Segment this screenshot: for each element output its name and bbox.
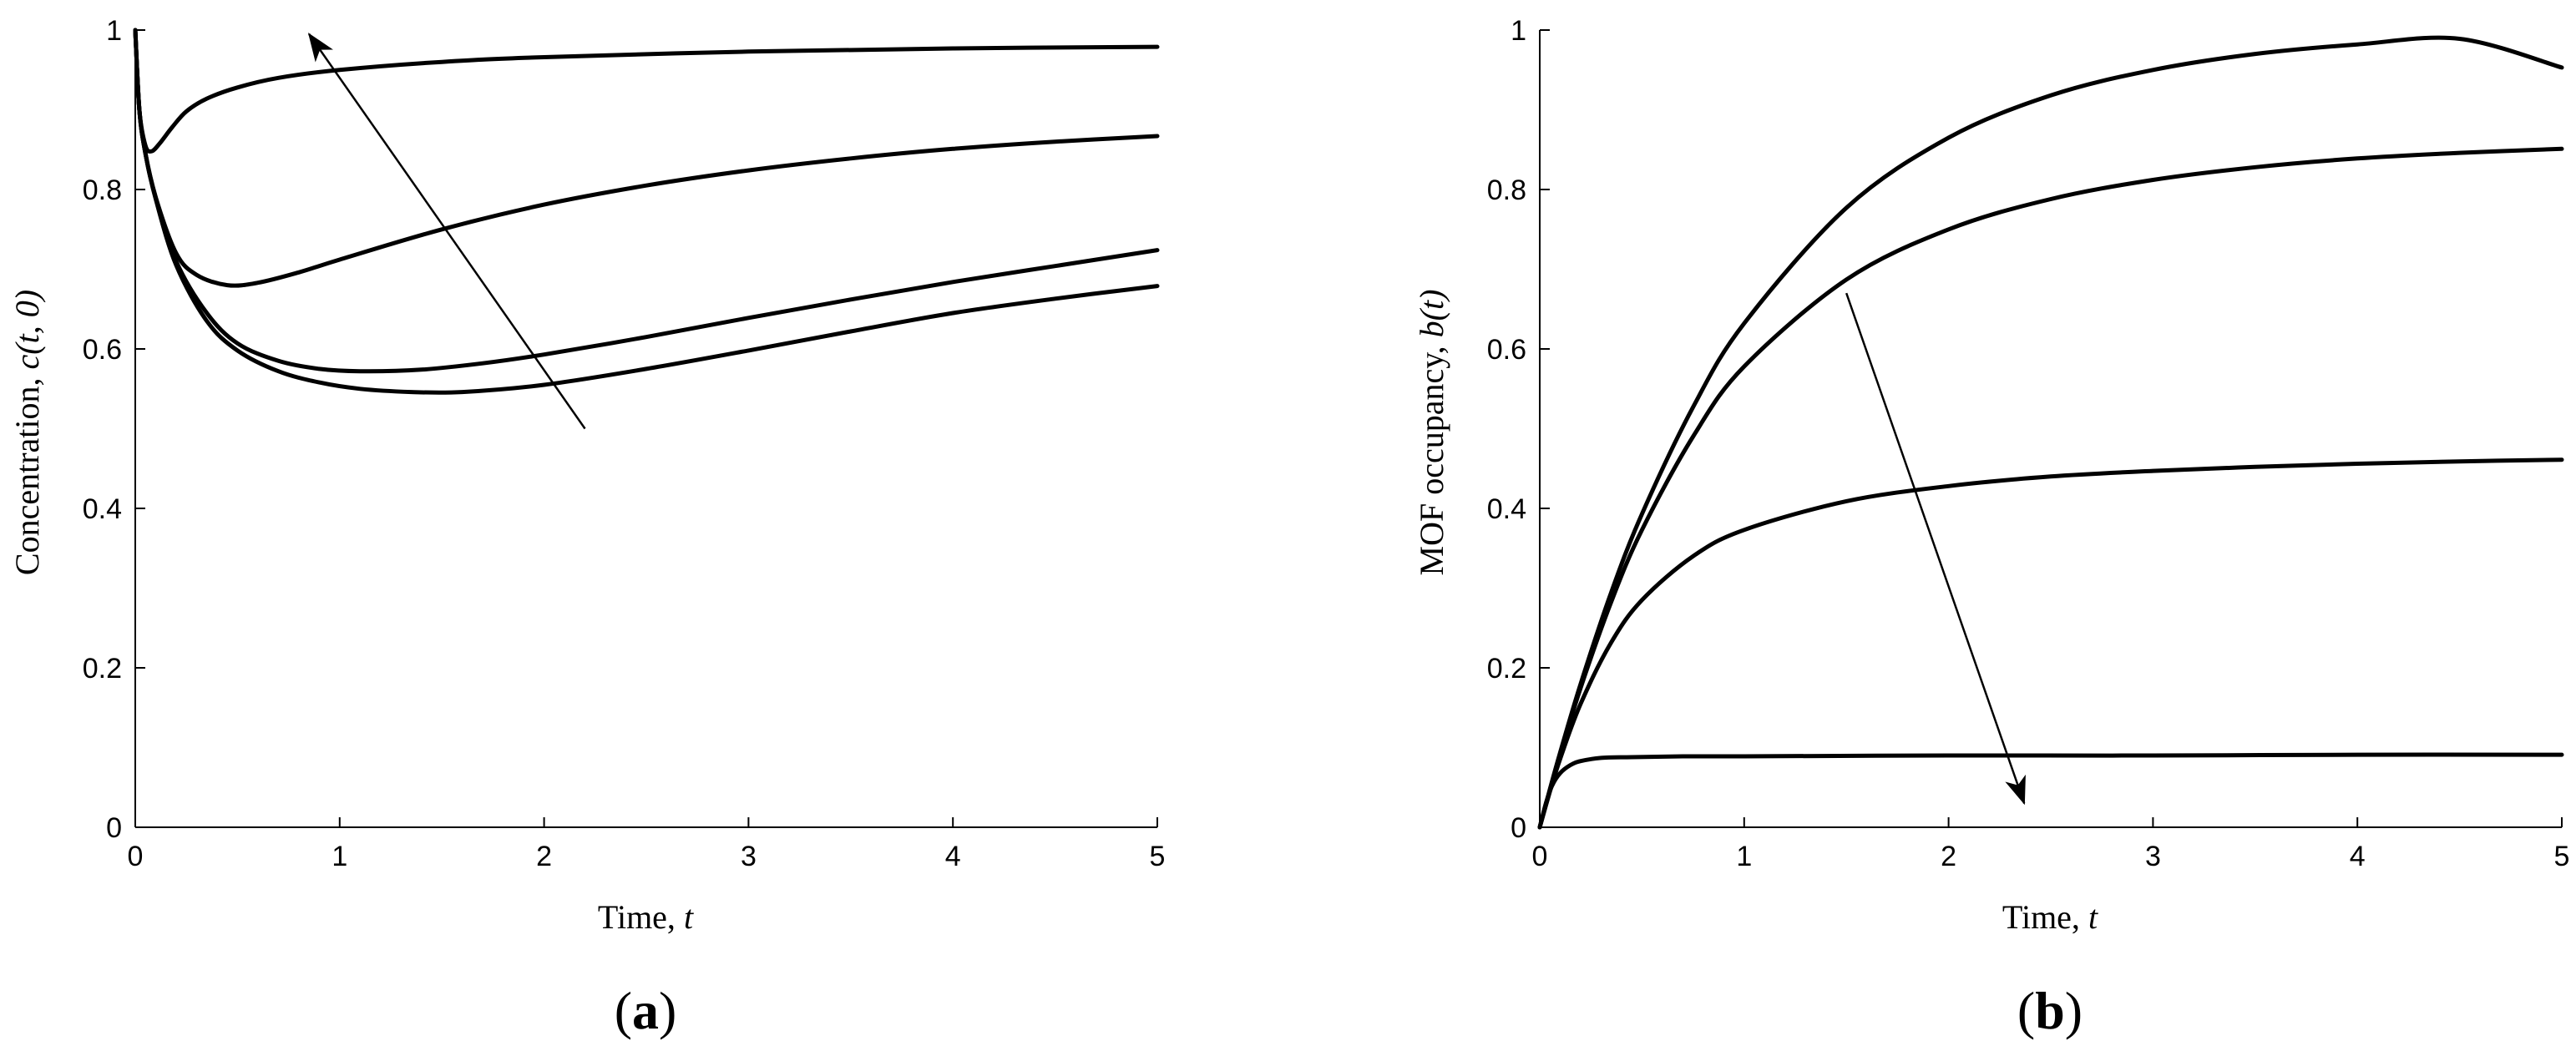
panel-b-xtick-label: 2 — [1941, 841, 1956, 872]
panel-b-ylabel-symbol: b(t) — [1413, 290, 1450, 338]
panel-b-label-close: ) — [2065, 981, 2083, 1040]
panel-b-xtick-label: 0 — [1532, 841, 1548, 872]
panel-a-xlabel-symbol: t — [684, 898, 694, 936]
panel-a-xtick-label: 4 — [945, 841, 961, 872]
panel-b-ytick-label: 0 — [1511, 812, 1526, 844]
panel-b-xlabel-text: Time, — [2002, 898, 2088, 936]
panel-b-series-group — [1537, 35, 2564, 830]
panel-a-xtick-label: 1 — [331, 841, 347, 872]
panel-b-xtick-label: 4 — [2350, 841, 2366, 872]
panel-b-ytick-label: 0.4 — [1487, 493, 1526, 525]
panel-b-ytick-label: 0.2 — [1487, 653, 1526, 685]
panel-a-ticks-group: 0 1 2 3 4 5 0 0.2 0.4 0.6 0.8 1 — [83, 15, 1166, 872]
panel-a-ytick-label: 1 — [106, 15, 122, 47]
panel-b-ylabel: MOF occupancy, b(t) — [1413, 290, 1450, 576]
panel-a-series-line-1 — [133, 28, 1160, 154]
panel-a-chart: 0 1 2 3 4 5 0 0.2 0.4 0.6 0.8 1 Time, t Concentrati… — [8, 15, 1165, 1040]
panel-a-annotation-arrow — [307, 33, 586, 430]
panel-b-xlabel-symbol: t — [2088, 898, 2098, 936]
panel-b-label-letter: b — [2035, 981, 2065, 1040]
panel-b-series-line-2 — [1537, 146, 2564, 830]
panel-b-series-line-3 — [1537, 457, 2564, 830]
panel-a-xtick-label: 3 — [741, 841, 757, 872]
panel-a-xtick-label: 2 — [536, 841, 552, 872]
panel-a-label-open: ( — [615, 981, 632, 1040]
panel-a-ytick-label: 0 — [106, 812, 122, 844]
panel-b-xtick-label: 1 — [1736, 841, 1752, 872]
panel-b-chart: 0 1 2 3 4 5 0 0.2 0.4 0.6 0.8 1 Time, t MOF occupan… — [1413, 15, 2569, 1040]
panel-a-ytick-label: 0.4 — [83, 493, 122, 525]
panel-a-ytick-label: 0.6 — [83, 334, 122, 366]
panel-a-ylabel-text: Concentration, — [8, 369, 46, 575]
panel-a-ytick-label: 0.8 — [83, 174, 122, 206]
panel-b-annotation-arrow — [1845, 292, 2026, 806]
panel-a-ylabel: Concentration, c(t, 0) — [8, 290, 46, 575]
panel-b-ticks-group: 0 1 2 3 4 5 0 0.2 0.4 0.6 0.8 1 — [1487, 15, 2570, 872]
panel-a-ytick-label: 0.2 — [83, 653, 122, 685]
panel-a-label-letter: a — [632, 981, 659, 1040]
panel-b-xtick-label: 5 — [2554, 841, 2570, 872]
panel-b-ytick-label: 0.8 — [1487, 174, 1526, 206]
panel-b-series-line-4 — [1537, 752, 2564, 830]
panel-a-series-line-4 — [133, 28, 1160, 395]
panel-b-xlabel: Time, t — [2002, 898, 2098, 936]
panel-a-xtick-label: 0 — [128, 841, 144, 872]
panel-b-ylabel-text: MOF occupancy, — [1413, 337, 1450, 575]
panel-b-label-open: ( — [2017, 981, 2035, 1040]
panel-a-series-line-2 — [133, 28, 1160, 288]
panel-a-label: (a) — [615, 981, 677, 1040]
panel-a-xlabel-text: Time, — [598, 898, 684, 936]
panel-a-series-line-3 — [133, 28, 1160, 374]
panel-b-xtick-label: 3 — [2145, 841, 2161, 872]
panel-b-label: (b) — [2017, 981, 2083, 1040]
panel-a-label-close: ) — [659, 981, 676, 1040]
panel-b-ytick-label: 0.6 — [1487, 334, 1526, 366]
panel-a-ylabel-symbol: c(t, 0) — [8, 290, 46, 370]
panel-a-series-group — [133, 28, 1160, 395]
panel-a-xtick-label: 5 — [1150, 841, 1166, 872]
panel-b-ytick-label: 1 — [1511, 15, 1526, 47]
panel-a-xlabel: Time, t — [598, 898, 694, 936]
